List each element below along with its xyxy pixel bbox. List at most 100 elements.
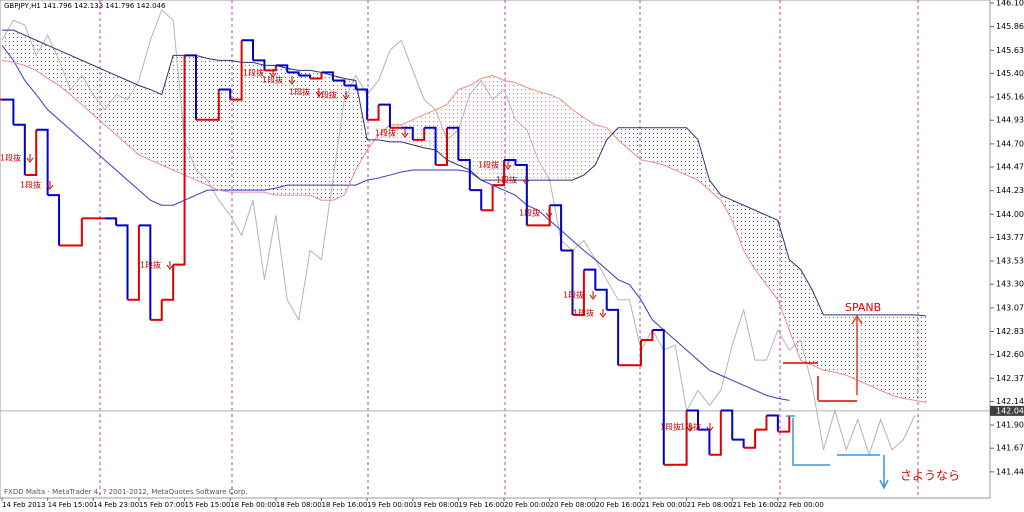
price-step xyxy=(549,204,563,251)
price-step xyxy=(538,205,551,227)
price-step xyxy=(161,264,175,301)
cloud-segment xyxy=(732,200,744,251)
cloud-segment xyxy=(686,127,699,181)
price-step xyxy=(138,224,152,320)
cloud-segment xyxy=(230,60,242,193)
breakout-label: 1段抜 xyxy=(573,308,594,318)
price-step xyxy=(446,126,460,160)
cloud-segment xyxy=(869,314,881,391)
price-step xyxy=(720,409,734,440)
price-step xyxy=(298,74,312,79)
price-step xyxy=(378,103,391,128)
x-tick-label: 20 Feb 08:00 xyxy=(550,501,596,509)
user-drawings xyxy=(783,314,889,490)
y-tick-label: 141.675 xyxy=(996,444,1024,453)
cloud-segment xyxy=(812,289,824,371)
down-arrow xyxy=(879,455,889,490)
price-step xyxy=(629,340,642,367)
x-tick-label: 15 Feb 07:00 xyxy=(139,501,185,509)
cloud-segment xyxy=(789,259,801,361)
breakout-arrow xyxy=(522,176,530,185)
price-step xyxy=(150,299,163,321)
spanb-label: SPANB xyxy=(845,301,881,314)
cloud-segment xyxy=(207,58,219,191)
price-step xyxy=(13,123,26,176)
cloud-segment xyxy=(298,70,311,196)
y-tick-label: 142.140 xyxy=(996,397,1024,406)
cloud-segment xyxy=(81,60,94,115)
cloud-segment xyxy=(618,127,630,150)
price-step xyxy=(287,71,300,76)
cloud-segment xyxy=(846,314,858,381)
y-tick-label: 145.865 xyxy=(996,22,1024,31)
x-tick-label: 18 Feb 16:00 xyxy=(321,501,367,509)
cloud-segment xyxy=(458,85,470,171)
cloud-segment xyxy=(389,124,402,142)
cloud-segment xyxy=(173,55,185,176)
price-step xyxy=(344,84,357,90)
breakout-arrow xyxy=(504,161,512,170)
y-tick-label: 143.305 xyxy=(996,280,1024,289)
cloud-segment xyxy=(264,65,276,196)
breakout-arrow xyxy=(269,69,277,78)
cloud-segment xyxy=(401,119,413,145)
x-tick-label: 14 Feb 15:00 xyxy=(48,501,94,509)
x-tick-label: 20 Feb 16:00 xyxy=(595,501,641,509)
y-tick-label: 145.630 xyxy=(996,46,1024,55)
breakout-label: 1段抜 xyxy=(289,87,310,97)
price-step xyxy=(253,59,266,71)
price-step xyxy=(24,129,38,177)
cloud-segment xyxy=(150,89,162,165)
cloud-segment xyxy=(640,127,653,162)
breakout-arrow xyxy=(545,209,553,218)
price-step xyxy=(481,185,494,212)
price-step xyxy=(777,415,791,433)
cloud-segment xyxy=(138,85,151,160)
y-tick-label: 142.370 xyxy=(996,374,1024,383)
cloud-segment xyxy=(161,55,174,171)
x-tick-label: 18 Feb 00:00 xyxy=(230,501,276,509)
y-tick-label: 144.935 xyxy=(996,116,1024,125)
breakout-arrow xyxy=(288,76,296,85)
cloud-segment xyxy=(492,75,505,181)
breakout-arrow xyxy=(401,129,409,138)
breakout-arrow xyxy=(315,88,323,97)
breakout-arrow xyxy=(342,91,350,100)
price-step xyxy=(241,39,255,61)
cloud-segment xyxy=(184,55,196,181)
price-step xyxy=(264,65,277,72)
price-step xyxy=(367,104,380,121)
cloud-segment xyxy=(572,109,584,181)
cloud-segment xyxy=(321,72,333,201)
y-tick-label: 144.470 xyxy=(996,163,1024,172)
cloud-segment xyxy=(469,78,482,181)
price-step xyxy=(755,415,768,431)
price-step xyxy=(675,410,688,466)
chart-title: GBPJPY,H1 141.796 142.133 141.796 142.04… xyxy=(4,2,166,10)
price-step xyxy=(732,438,745,448)
cloud-segment xyxy=(355,80,368,171)
series-line xyxy=(1,44,790,401)
cloud-segment xyxy=(823,314,835,373)
cloud-segment xyxy=(663,127,676,171)
price-step xyxy=(412,127,426,141)
cloud-segment xyxy=(755,210,767,285)
cloud-segment xyxy=(652,127,664,165)
cloud-segment xyxy=(481,75,493,181)
cloud-segment xyxy=(70,55,82,105)
price-step xyxy=(184,54,197,120)
y-tick-label: 144.700 xyxy=(996,139,1024,148)
cloud-segment xyxy=(241,62,254,193)
series-line xyxy=(1,59,927,403)
cloud-segment xyxy=(344,78,356,196)
price-step xyxy=(469,189,483,211)
price-step xyxy=(572,269,585,316)
cloud-segment xyxy=(253,62,265,193)
cloud-segment xyxy=(800,269,813,366)
price-step xyxy=(36,128,49,196)
x-tick-label: 21 Feb 00:00 xyxy=(641,501,687,509)
cloud-segment xyxy=(218,60,231,193)
plot-frame xyxy=(0,0,991,499)
